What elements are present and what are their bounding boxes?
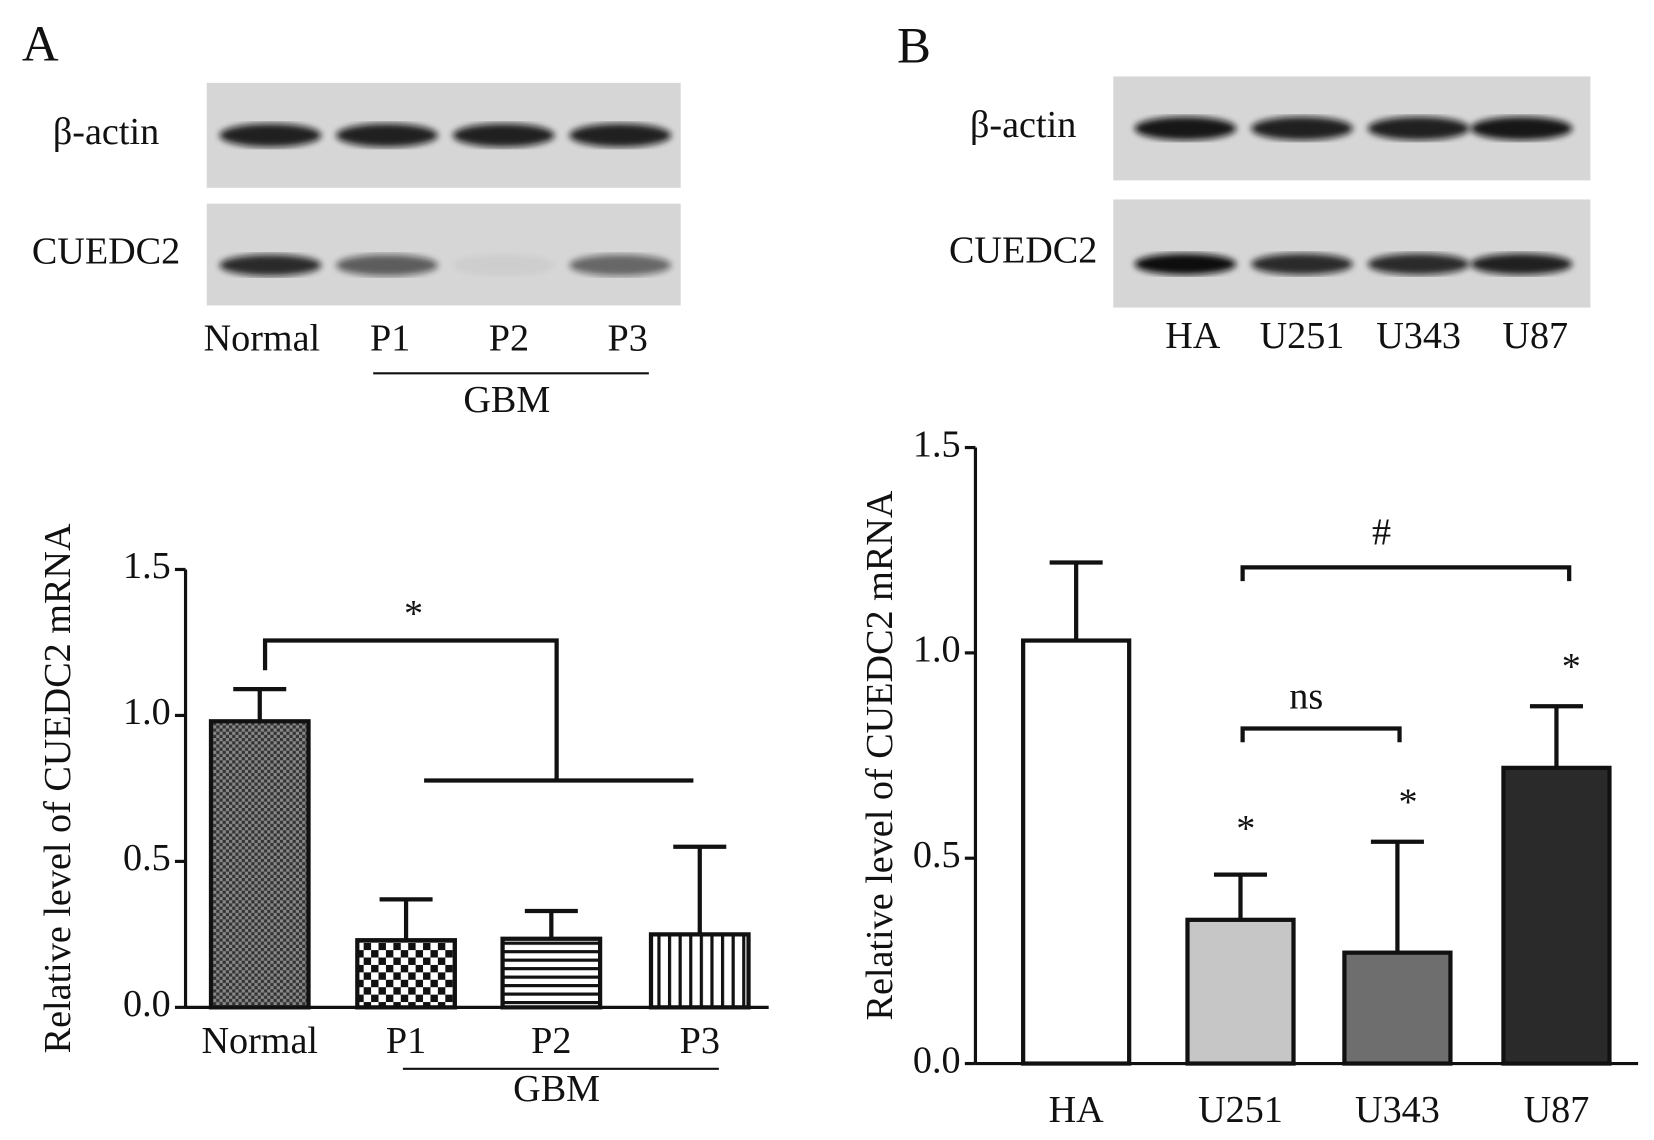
blot-lane-label: Normal [204,317,321,359]
blot-lane-label: P2 [489,317,529,359]
bar [208,719,311,1010]
blot-lane-label: P1 [370,317,410,359]
annotation: ns [1289,676,1323,718]
bar [500,936,603,1010]
blot-band [1251,253,1353,275]
bar [355,938,457,1010]
significance-bracket [1240,726,1402,743]
panel-label: B [897,19,931,75]
annotation: # [1372,511,1391,553]
blot-band [219,123,322,147]
blot-row-label: CUEDC2 [32,230,180,272]
blot-band [219,254,322,276]
blot-band [1367,253,1470,275]
bar [1185,917,1296,1066]
x-tick-label: U251 [1198,1089,1283,1131]
blot-band [452,123,555,147]
y-axis-label: Relative level of CUEDC2 mRNA [37,523,79,1053]
x-tick-label: P1 [386,1020,426,1062]
y-tick-label: 0.5 [913,834,961,876]
blot-lane-label: P3 [608,317,648,359]
blot-band [1134,253,1237,275]
bar [1342,950,1453,1066]
y-tick-label: 0.0 [123,983,171,1025]
blot-lane-label: U343 [1376,315,1461,357]
blot-band [569,123,672,147]
blot-band [1134,116,1237,141]
blot-band [452,254,555,276]
blot-row-label: β-actin [53,111,159,153]
blot-band [1251,116,1353,141]
x-tick-label: Normal [201,1020,318,1062]
blot-row-label: CUEDC2 [949,229,1097,271]
annotation: * [404,593,423,635]
y-tick-label: 1.5 [913,423,961,465]
y-tick-label: 1.0 [913,629,961,671]
blot-strip [206,203,681,306]
blot-band [1470,253,1573,275]
blot-band [1367,116,1470,141]
bar [1021,638,1132,1066]
bar [1501,765,1612,1066]
blot-lane-label: HA [1165,315,1221,357]
blot-lane-label: U251 [1260,315,1345,357]
blot-row-label: β-actin [970,104,1076,146]
annotation: * [1398,782,1417,824]
blot-band [336,254,438,276]
blot-band [569,254,672,276]
x-tick-label: P2 [531,1020,571,1062]
blot-band [336,123,438,147]
x-tick-label: U343 [1355,1089,1440,1131]
y-axis-label: Relative level of CUEDC2 mRNA [859,490,901,1020]
significance-bracket [262,638,694,783]
significance-bracket [1240,565,1572,582]
annotation: * [1236,808,1255,850]
y-tick-label: 1.5 [123,545,171,587]
x-tick-label: HA [1049,1089,1105,1131]
bar [648,932,751,1010]
y-tick-label: 0.5 [123,837,171,879]
y-tick-label: 0.0 [913,1039,961,1081]
y-tick-label: 1.0 [123,691,171,733]
blot-band [1470,116,1573,141]
blot-lane-label: U87 [1502,315,1568,357]
blot-strip [1113,199,1591,308]
panel-label: A [22,17,59,73]
x-tick-label: P3 [680,1020,720,1062]
x-tick-label: U87 [1524,1089,1590,1131]
blot-group-label: GBM [463,379,550,421]
annotation: * [1562,646,1581,688]
x-group-label: GBM [513,1068,600,1110]
